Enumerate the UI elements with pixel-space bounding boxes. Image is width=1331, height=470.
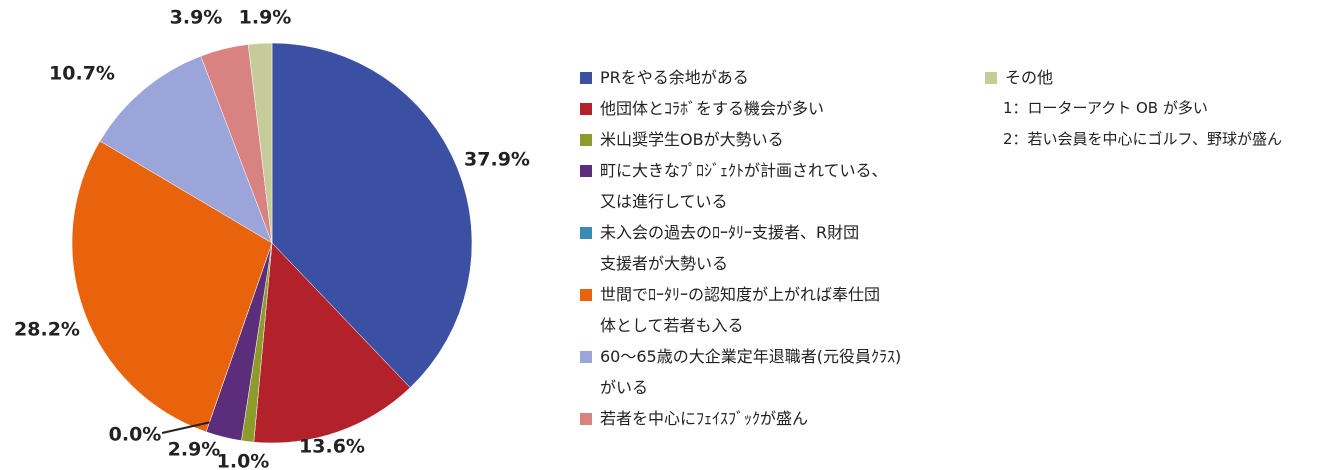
annotation: 2：若い会員を中心にゴルフ、野球が盛ん: [1003, 130, 1282, 148]
legend-swatch: [985, 72, 997, 84]
legend-label: PRをやる余地がある: [600, 68, 749, 87]
pie-slice: [247, 42, 273, 244]
pie-slice: [253, 242, 411, 444]
legend-item: その他: [985, 62, 1331, 93]
data-label: 2.9%: [168, 439, 221, 461]
legend-swatch: [580, 227, 592, 239]
legend-label: 未入会の過去のﾛｰﾀﾘｰ支援者、R財団 支援者が大勢いる: [600, 223, 860, 273]
legend-label: 米山奨学生OBが大勢いる: [600, 130, 784, 149]
legend: その他 1：ローターアクト OB が多い 2：若い会員を中心にゴルフ、野球が盛ん: [985, 62, 1331, 155]
legend-item: 60～65歳の大企業定年退職者(元役員ｸﾗｽ) がいる: [580, 341, 980, 403]
data-label: 1.9%: [239, 7, 292, 29]
legend-label: 町に大きなﾌﾟﾛｼﾞｪｸﾄが計画されている、 又は進行している: [600, 161, 888, 211]
legend-swatch: [580, 72, 592, 84]
data-label: 1.0%: [217, 451, 270, 470]
legend-swatch: [580, 289, 592, 301]
data-label: 13.6%: [299, 436, 365, 458]
legend-label: その他: [1005, 68, 1054, 87]
pie-slice: [99, 55, 273, 244]
legend-item: 米山奨学生OBが大勢いる: [580, 124, 980, 155]
legend: PRをやる余地がある他団体とｺﾗﾎﾞをする機会が多い 米山奨学生OBが大勢いる町に…: [580, 62, 980, 434]
legend-swatch: [580, 134, 592, 146]
legend-label: 若者を中心にﾌｪｲｽﾌﾞｯｸが盛ん: [600, 409, 809, 428]
legend-label: 世間でﾛｰﾀﾘｰの認知度が上がれば奉仕団 体として若者も入る: [600, 285, 881, 335]
legend-swatch: [580, 413, 592, 425]
legend-item: 若者を中心にﾌｪｲｽﾌﾞｯｸが盛ん: [580, 403, 980, 434]
leader-line: [161, 421, 210, 434]
legend-item: 未入会の過去のﾛｰﾀﾘｰ支援者、R財団 支援者が大勢いる: [580, 217, 980, 279]
legend-swatch: [580, 351, 592, 363]
annotation: 1：ローターアクト OB が多い: [1003, 99, 1208, 117]
legend-item: 町に大きなﾌﾟﾛｼﾞｪｸﾄが計画されている、 又は進行している: [580, 155, 980, 217]
legend-label: 他団体とｺﾗﾎﾞをする機会が多い: [600, 99, 825, 118]
data-label: 0.0%: [109, 424, 162, 446]
legend-label: 60～65歳の大企業定年退職者(元役員ｸﾗｽ) がいる: [600, 347, 902, 397]
pie-slice: [271, 42, 473, 388]
data-label: 10.7%: [49, 63, 115, 85]
data-label: 28.2%: [14, 319, 80, 341]
legend-item: PRをやる余地がある: [580, 62, 980, 93]
pie-slice: [71, 140, 273, 433]
legend-swatch: [580, 103, 592, 115]
data-label: 37.9%: [464, 149, 530, 171]
legend-swatch: [580, 165, 592, 177]
legend-item: 他団体とｺﾗﾎﾞをする機会が多い: [580, 93, 980, 124]
legend-item: 世間でﾛｰﾀﾘｰの認知度が上がれば奉仕団 体として若者も入る: [580, 279, 980, 341]
data-label: 3.9%: [170, 7, 223, 29]
